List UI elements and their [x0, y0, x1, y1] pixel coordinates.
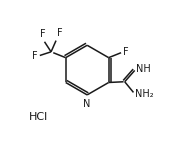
Text: F: F — [123, 47, 129, 57]
Text: HCl: HCl — [29, 112, 48, 122]
Text: F: F — [32, 51, 37, 61]
Text: F: F — [40, 29, 46, 39]
Text: F: F — [57, 28, 62, 38]
Text: NH₂: NH₂ — [135, 89, 154, 99]
Text: N: N — [84, 99, 91, 109]
Text: NH: NH — [136, 64, 151, 74]
